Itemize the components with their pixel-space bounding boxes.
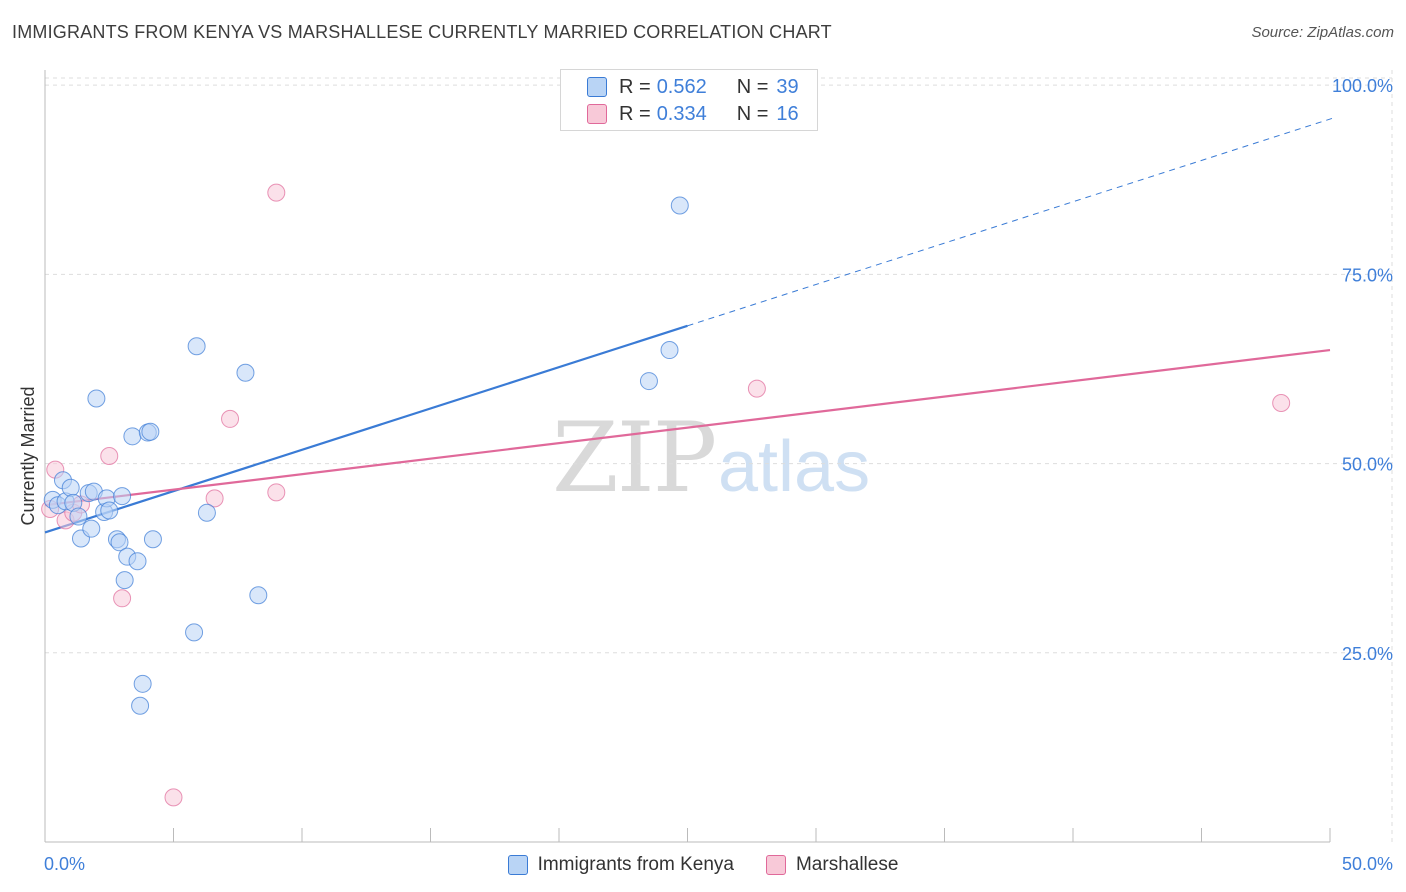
y-axis-label: Currently Married: [18, 386, 38, 525]
y-tick-label: 25.0%: [1342, 644, 1393, 664]
point-marshallese: [747, 379, 766, 398]
y-tick-label: 50.0%: [1342, 455, 1393, 475]
legend-swatch-kenya: [507, 855, 528, 875]
point-kenya: [141, 422, 160, 441]
point-marshallese: [100, 447, 119, 465]
point-kenya: [185, 623, 204, 642]
point-kenya: [113, 487, 132, 506]
legend-row-marshallese: R = 0.334 N = 16: [587, 102, 799, 126]
y-tick-label: 100.0%: [1332, 76, 1393, 96]
grid-layer: [45, 70, 1393, 842]
point-kenya: [131, 696, 150, 715]
legend-r-label: R =: [619, 102, 651, 125]
stats-legend: R = 0.562 N = 39 R = 0.334 N = 16: [560, 69, 818, 131]
legend-label-marshallese: Marshallese: [795, 854, 899, 875]
legend-n-label: N =: [736, 75, 769, 98]
legend-item-marshallese[interactable]: Marshallese: [765, 854, 899, 876]
point-marshallese: [205, 489, 224, 508]
point-marshallese: [267, 483, 286, 502]
legend-r-label: R =: [619, 75, 651, 98]
legend-r-value: 0.334: [656, 102, 707, 125]
point-marshallese: [113, 589, 132, 608]
trendline-kenya: [44, 324, 688, 534]
legend-n-label: N =: [736, 102, 769, 125]
point-kenya: [197, 503, 216, 522]
point-kenya: [133, 674, 152, 693]
point-kenya: [115, 571, 134, 590]
point-marshallese: [1272, 394, 1291, 413]
legend-row-kenya: R = 0.562 N = 39: [587, 75, 799, 99]
point-marshallese: [221, 409, 240, 428]
series-legend: Immigrants from Kenya Marshallese: [0, 852, 1406, 878]
y-tick-label: 75.0%: [1342, 265, 1393, 285]
point-kenya: [639, 372, 658, 391]
trendline-marshallese: [44, 348, 1331, 507]
x-tick-label: 0.0%: [44, 854, 85, 874]
point-kenya: [187, 337, 206, 356]
legend-n-value: 16: [776, 102, 799, 125]
chart-title: IMMIGRANTS FROM KENYA VS MARSHALLESE CUR…: [12, 22, 832, 42]
source-credit: Source: ZipAtlas.com: [1251, 24, 1394, 41]
point-kenya: [670, 196, 689, 215]
point-kenya: [110, 533, 129, 552]
legend-r-value: 0.562: [656, 75, 707, 98]
point-kenya: [143, 530, 162, 549]
trend-layer: [44, 117, 1333, 534]
legend-label-kenya: Immigrants from Kenya: [537, 854, 734, 875]
legend-swatch-kenya: [587, 77, 607, 97]
point-marshallese: [164, 788, 183, 807]
legend-swatch-marshallese: [765, 855, 786, 875]
watermark-atlas: atlas: [718, 427, 871, 507]
point-kenya: [123, 427, 142, 446]
point-kenya: [249, 586, 268, 605]
point-kenya: [69, 507, 88, 526]
axis-layer: [44, 70, 1331, 843]
point-kenya: [61, 478, 80, 497]
point-kenya: [87, 389, 106, 408]
point-kenya: [660, 341, 679, 360]
point-marshallese: [267, 183, 286, 202]
trendline-kenya-extension: [687, 117, 1333, 327]
points-layer: [41, 183, 1291, 807]
point-kenya: [100, 501, 119, 520]
x-tick-label: 50.0%: [1342, 854, 1393, 874]
point-kenya: [236, 363, 255, 382]
legend-swatch-marshallese: [587, 104, 607, 124]
point-kenya: [82, 519, 101, 538]
point-kenya: [128, 552, 147, 571]
legend-item-kenya[interactable]: Immigrants from Kenya: [507, 854, 734, 876]
label-layer: 25.0% 50.0% 75.0% 100.0% 0.0% 50.0% Currently …: [18, 76, 1393, 874]
watermark-zip: ZIP: [552, 402, 717, 514]
legend-n-value: 39: [776, 75, 799, 98]
